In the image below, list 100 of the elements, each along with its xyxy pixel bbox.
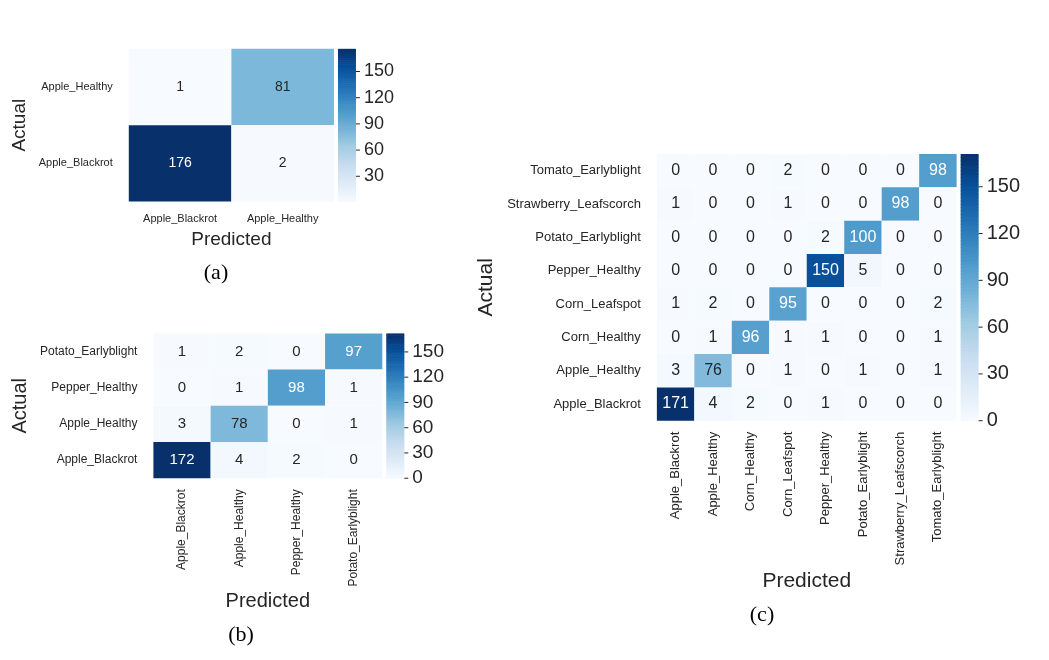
- x-tick-label: Corn_Leafspot: [779, 431, 795, 518]
- color-bar-label: 0: [412, 466, 423, 488]
- data-label: 176: [168, 154, 192, 171]
- x-axis-title: Predicted: [762, 567, 852, 591]
- y-tick-label: Apple_Healthy: [41, 80, 114, 93]
- data-label: 0: [858, 294, 868, 312]
- data-label: 171: [662, 394, 690, 412]
- data-label: 98: [891, 194, 910, 212]
- text: (c): [749, 600, 775, 626]
- data-label: 0: [708, 227, 718, 245]
- data-label: 172: [169, 450, 195, 468]
- data-label: 0: [708, 261, 718, 279]
- x-tick-label: Tomato_Earlyblight: [929, 431, 945, 543]
- data-label: 76: [704, 361, 723, 379]
- y-tick-label: Pepper_Healthy: [547, 262, 642, 278]
- color-bar-label: 90: [363, 112, 384, 133]
- data-label: 0: [746, 261, 756, 279]
- data-label: 2: [783, 161, 793, 179]
- data-label: 0: [895, 227, 905, 245]
- y-tick-label: Tomato_Earlyblight: [530, 162, 642, 178]
- text: (a): [203, 258, 229, 284]
- data-label: 96: [741, 327, 760, 345]
- data-label: 0: [783, 227, 793, 245]
- y-tick-label: Corn_Leafspot: [555, 295, 642, 311]
- y-tick-label: Apple_Blackrot: [553, 395, 642, 411]
- data-label: 1: [349, 414, 358, 432]
- color-bar-label: 60: [363, 139, 384, 160]
- data-label: 1: [933, 327, 943, 345]
- data-label: 0: [292, 341, 301, 359]
- y-tick-label: Potato_Earlyblight: [39, 343, 139, 358]
- data-label: 150: [812, 261, 839, 279]
- data-label: 1: [783, 361, 793, 379]
- data-label: 0: [671, 161, 681, 179]
- data-label: 2: [278, 154, 287, 171]
- data-label: 0: [177, 377, 187, 395]
- color-bar-label: 0: [986, 408, 998, 431]
- x-tick-label: Pepper_Healthy: [288, 489, 303, 576]
- y-tick-label: Strawberry_Leafscorch: [507, 195, 641, 211]
- data-label: 100: [849, 227, 877, 245]
- data-label: 0: [821, 361, 831, 379]
- color-bar-label: 30: [363, 165, 384, 186]
- x-tick-label: Apple_Blackrot: [174, 488, 189, 570]
- x-axis-title: Predicted: [225, 589, 311, 612]
- data-label: 2: [933, 294, 943, 312]
- data-label: 4: [708, 394, 718, 412]
- data-label: 98: [929, 161, 947, 179]
- data-label: 1: [176, 77, 185, 94]
- data-label: 0: [746, 361, 756, 379]
- data-label: 0: [895, 327, 905, 345]
- data-label: 0: [933, 261, 943, 279]
- data-label: 5: [858, 261, 868, 279]
- y-tick-label: Apple_Blackrot: [38, 156, 113, 169]
- x-tick-label: Apple_Healthy: [231, 489, 246, 568]
- data-label: 0: [671, 261, 681, 279]
- data-label: 81: [274, 77, 291, 94]
- y-tick-label: Apple_Healthy: [59, 416, 138, 431]
- data-label: 0: [895, 161, 905, 179]
- data-label: 0: [933, 394, 943, 412]
- data-label: 1: [821, 327, 831, 345]
- color-bar-label: 120: [363, 86, 395, 107]
- color-bar-label: 150: [363, 60, 395, 81]
- data-label: 1: [671, 294, 681, 312]
- x-tick-label: Strawberry_Leafscorch: [892, 431, 907, 566]
- data-label: 0: [783, 394, 793, 412]
- data-label: 0: [895, 261, 905, 279]
- color-bar-label: 120: [412, 365, 444, 387]
- data-label: 0: [783, 261, 793, 279]
- x-tick-label: Apple_Healthy: [704, 431, 720, 517]
- y-tick-label: Apple_Healthy: [556, 362, 642, 378]
- color-bar-label: 120: [986, 221, 1021, 244]
- data-label: 3: [671, 361, 681, 379]
- data-label: 0: [349, 450, 358, 468]
- data-label: 0: [746, 161, 756, 179]
- data-label: 1: [783, 327, 793, 345]
- data-label: 0: [858, 161, 868, 179]
- data-label: 1: [783, 194, 793, 212]
- data-label: 2: [235, 341, 244, 359]
- data-label: 0: [858, 194, 868, 212]
- color-bar-label: 150: [986, 174, 1021, 197]
- x-tick-label: Potato_Earlyblight: [346, 488, 360, 587]
- color-bar-label: 30: [412, 441, 434, 463]
- data-label: 1: [933, 361, 943, 379]
- data-label: 2: [292, 450, 301, 468]
- data-label: 0: [821, 161, 831, 179]
- data-label: 1: [821, 394, 831, 412]
- data-label: 0: [708, 194, 718, 212]
- data-label: 2: [708, 294, 718, 312]
- data-label: 1: [235, 377, 244, 395]
- color-bar-label: 90: [986, 267, 1009, 290]
- y-tick-label: Corn_Healthy: [561, 328, 642, 344]
- x-tick-label: Potato_Earlyblight: [854, 431, 870, 538]
- data-label: 0: [708, 161, 718, 179]
- data-label: 1: [708, 327, 718, 345]
- data-label: 2: [821, 227, 831, 245]
- color-bar-label: 150: [412, 340, 444, 362]
- data-label: 1: [671, 194, 681, 212]
- data-label: 1: [177, 341, 187, 359]
- data-label: 0: [821, 194, 831, 212]
- data-label: 98: [288, 377, 305, 395]
- data-label: 0: [895, 394, 905, 412]
